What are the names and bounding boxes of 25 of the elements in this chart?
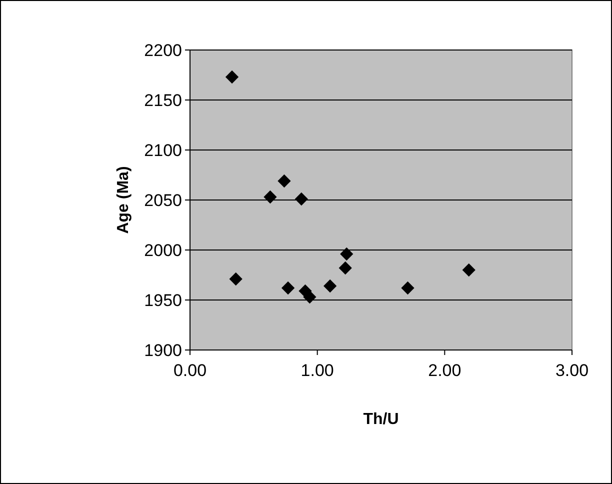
y-tick-label: 2050 [144, 190, 182, 210]
y-tick-label: 1950 [144, 290, 182, 310]
point [401, 281, 414, 295]
point [264, 190, 277, 204]
y-tick-label: 2100 [144, 140, 182, 160]
x-tick-label: 3.00 [555, 361, 589, 380]
y-axis-title: Age (Ma) [115, 166, 132, 234]
point [340, 247, 354, 261]
point [294, 192, 308, 206]
point [338, 261, 352, 275]
point [324, 279, 337, 293]
point [278, 174, 291, 188]
x-axis-title: Th/U [363, 411, 399, 428]
y-tick-label: 1900 [144, 340, 182, 360]
point [462, 263, 476, 277]
y-tick-label: 2150 [144, 90, 182, 110]
point [281, 281, 295, 295]
y-tick-label: 2200 [144, 40, 182, 60]
point [229, 272, 242, 286]
x-tick-label: 2.00 [428, 361, 462, 380]
y-tick-label: 2000 [144, 240, 182, 260]
point [225, 70, 239, 84]
point [303, 290, 316, 304]
x-tick-label: 1.00 [300, 361, 334, 380]
x-tick-label: 0.00 [173, 361, 207, 380]
